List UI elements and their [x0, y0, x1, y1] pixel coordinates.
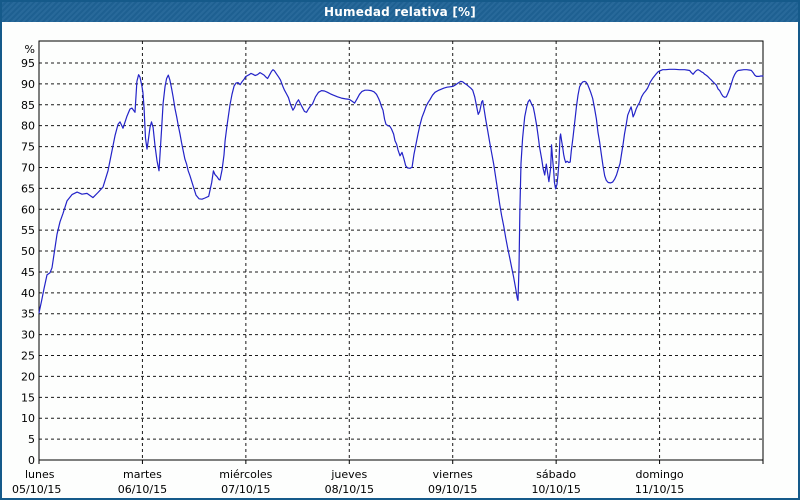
x-day-date-label: 06/10/15 [118, 483, 167, 496]
y-tick-label: 75 [21, 141, 35, 154]
y-tick-label: 30 [21, 329, 35, 342]
x-day-date-label: 05/10/15 [12, 483, 61, 496]
x-day-name-label: viernes [433, 468, 473, 481]
y-tick-label: 80 [21, 120, 35, 133]
y-tick-label: 15 [21, 391, 35, 404]
humidity-line-chart: % 0 5 10 15 20 25 30 35 40 45 50 55 60 65 70 75 80 85 90 95 l… [12, 40, 764, 496]
x-day-name-label: miércoles [219, 468, 272, 481]
y-tick-label: 5 [28, 433, 35, 446]
plot-border [38, 40, 764, 461]
y-tick-label: 95 [21, 57, 35, 70]
chart-area: % 0 5 10 15 20 25 30 35 40 45 50 55 60 65 70 75 80 85 90 95 l… [2, 22, 798, 498]
y-tick-label: 65 [21, 182, 35, 195]
x-day-name-label: martes [123, 468, 162, 481]
x-day-date-label: 07/10/15 [221, 483, 270, 496]
y-tick-label: 55 [21, 224, 35, 237]
y-tick-label: 85 [21, 99, 35, 112]
y-tick-label: 50 [21, 245, 35, 258]
y-tick-label: 20 [21, 370, 35, 383]
y-axis-unit-label: % [25, 43, 35, 56]
x-day-name-label: jueves [330, 468, 367, 481]
x-day-name-label: domingo [635, 468, 683, 481]
y-tick-label: 60 [21, 203, 35, 216]
x-day-name-label: lunes [25, 468, 55, 481]
x-day-date-label: 11/10/15 [635, 483, 684, 496]
chart-titlebar: Humedad relativa [%] [2, 2, 798, 22]
y-tick-label: 70 [21, 161, 35, 174]
y-tick-label: 40 [21, 287, 35, 300]
y-tick-label: 10 [21, 412, 35, 425]
x-day-date-label: 09/10/15 [428, 483, 477, 496]
humidity-series-line [38, 68, 764, 314]
x-day-date-label: 08/10/15 [325, 483, 374, 496]
y-tick-label: 90 [21, 78, 35, 91]
y-tick-label: 45 [21, 266, 35, 279]
x-day-name-label: sábado [536, 468, 576, 481]
y-tick-label: 0 [28, 454, 35, 467]
x-day-date-label: 10/10/15 [531, 483, 580, 496]
chart-title: Humedad relativa [%] [324, 5, 476, 19]
y-tick-label: 35 [21, 308, 35, 321]
y-tick-label: 25 [21, 350, 35, 363]
